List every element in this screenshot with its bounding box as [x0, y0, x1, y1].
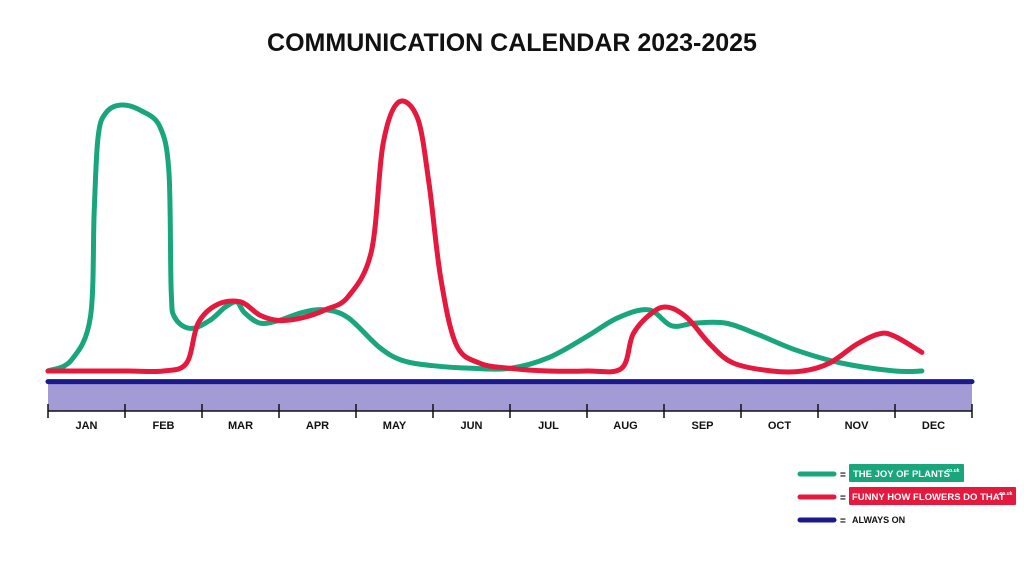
legend-label-funny-how-flowers: FUNNY HOW FLOWERS DO THAT [852, 492, 1005, 503]
x-tick-label-nov: NOV [845, 420, 870, 432]
legend-suffix-funny-how-flowers: .co.uk [998, 491, 1013, 497]
x-tick-label-feb: FEB [153, 420, 175, 432]
legend: = THE JOY OF PLANTS .co.uk = FUNNY HOW F… [797, 464, 1016, 527]
x-tick-label-dec: DEC [922, 420, 945, 432]
series-group [45, 98, 975, 385]
series-line-joy-of-plants [45, 102, 925, 375]
x-tick-label-aug: AUG [613, 420, 637, 432]
legend-equals: = [840, 493, 846, 504]
x-tick-label-mar: MAR [228, 420, 253, 432]
series-line-funny-how-flowers [45, 98, 925, 375]
legend-item-joy-of-plants: = THE JOY OF PLANTS .co.uk [797, 464, 964, 482]
x-axis-tick-labels: JAN FEB MAR APR MAY JUN JUL AUG SEP OCT NOV DEC [75, 420, 945, 432]
x-axis-ticks [47, 404, 973, 418]
x-tick-label-may: MAY [383, 420, 407, 432]
x-tick-label-jan: JAN [75, 420, 97, 432]
x-tick-label-jul: JUL [538, 420, 559, 432]
x-tick-label-oct: OCT [768, 420, 792, 432]
x-tick-label-jun: JUN [460, 420, 482, 432]
legend-item-always-on: = ALWAYS ON [797, 515, 905, 527]
legend-badge-funny-how-flowers [849, 487, 1016, 505]
chart-title: COMMUNICATION CALENDAR 2023-2025 [267, 29, 757, 57]
legend-badge-joy-of-plants [849, 464, 964, 482]
legend-label-joy-of-plants: THE JOY OF PLANTS [853, 469, 950, 480]
x-tick-label-apr: APR [306, 420, 329, 432]
legend-label-always-on: ALWAYS ON [852, 515, 905, 525]
legend-suffix-joy-of-plants: .co.uk [945, 468, 960, 474]
legend-equals: = [840, 470, 846, 481]
x-tick-label-sep: SEP [691, 420, 713, 432]
legend-item-funny-how-flowers: = FUNNY HOW FLOWERS DO THAT .co.uk [797, 487, 1016, 505]
legend-equals: = [840, 516, 846, 527]
